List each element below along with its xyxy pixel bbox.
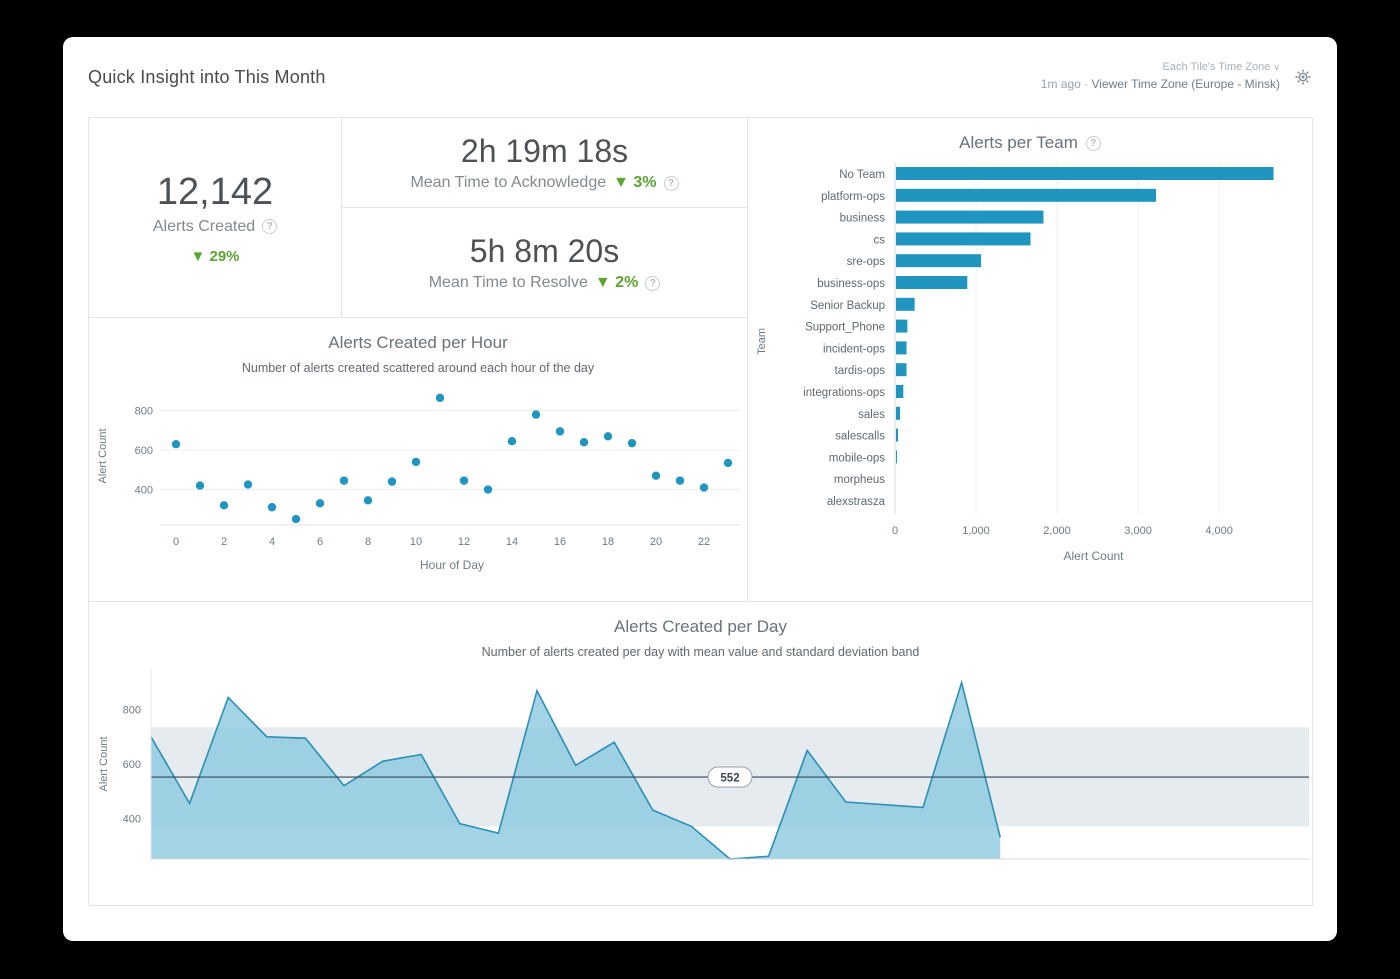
svg-text:platform-ops: platform-ops: [821, 191, 885, 203]
last-updated: 1m ago: [1040, 77, 1081, 92]
viewer-timezone: Viewer Time Zone (Europe - Minsk): [1091, 77, 1280, 92]
svg-text:400: 400: [122, 813, 140, 825]
alerts-created-value: 12,142: [156, 170, 274, 213]
timezone-status: 1m ago · Viewer Time Zone (Europe - Mins…: [1041, 76, 1280, 93]
alerts-per-team-tile: Alerts per Team ? 0 1,000 2,000 3,000 4,000 N…: [748, 118, 1313, 602]
tile-timezone-dropdown[interactable]: Each Tile's Time Zone ∨: [1041, 60, 1280, 76]
svg-text:sales: sales: [858, 409, 885, 421]
dashboard-header: Quick Insight into This Month Each Tile'…: [63, 37, 1337, 117]
svg-text:Support_Phone: Support_Phone: [805, 322, 885, 334]
svg-text:mobile-ops: mobile-ops: [829, 452, 885, 464]
tiles-grid: 12,142 Alerts Created ? ▼ 29% 2h 19m 18s…: [88, 117, 1313, 906]
svg-text:Alert Count: Alert Count: [98, 736, 110, 791]
svg-text:sre-ops: sre-ops: [847, 256, 886, 268]
svg-text:14: 14: [506, 536, 518, 548]
help-icon[interactable]: ?: [663, 175, 679, 191]
hour-chart-subtitle: Number of alerts created scattered aroun…: [241, 361, 595, 375]
mttr-tile: 5h 8m 20s Mean Time to Resolve ▼ 2% ?: [342, 208, 748, 318]
alerts-created-delta: ▼ 29%: [190, 247, 240, 265]
team-chart-title: Alerts per Team: [959, 133, 1078, 152]
svg-text:4: 4: [269, 536, 275, 548]
day-chart-subtitle: Number of alerts created per day with me…: [481, 645, 920, 659]
gear-icon[interactable]: [1294, 68, 1312, 86]
svg-text:6: 6: [317, 536, 323, 548]
svg-text:Hour of Day: Hour of Day: [420, 558, 484, 572]
svg-text:10: 10: [410, 536, 422, 548]
svg-text:8: 8: [365, 536, 371, 548]
svg-text:400: 400: [135, 485, 153, 497]
help-icon[interactable]: ?: [1085, 135, 1101, 151]
svg-text:18: 18: [602, 536, 614, 548]
help-icon[interactable]: ?: [645, 275, 661, 291]
svg-text:incident-ops: incident-ops: [823, 343, 885, 355]
mttr-delta: ▼ 2%: [594, 274, 639, 291]
mtta-value: 2h 19m 18s: [460, 133, 629, 169]
mtta-label: Mean Time to Acknowledge: [410, 174, 607, 191]
day-chart-title: Alerts Created per Day: [614, 617, 787, 636]
dashboard-card: Quick Insight into This Month Each Tile'…: [63, 37, 1337, 941]
mtta-delta: ▼ 3%: [613, 174, 657, 191]
svg-text:600: 600: [135, 445, 153, 457]
hour-chart-title: Alerts Created per Hour: [328, 333, 508, 352]
svg-text:business: business: [840, 213, 886, 225]
alerts-per-hour-tile: Alerts Created per Hour Number of alerts…: [89, 318, 748, 602]
svg-text:22: 22: [698, 536, 710, 548]
svg-text:cs: cs: [874, 234, 886, 246]
separator-dot: ·: [1084, 77, 1089, 92]
mttr-value: 5h 8m 20s: [469, 233, 620, 269]
svg-text:0: 0: [892, 525, 898, 537]
svg-text:Alert Count: Alert Count: [1063, 549, 1124, 563]
header-meta: Each Tile's Time Zone ∨ 1m ago · Viewer T…: [1041, 60, 1280, 93]
tile-timezone-label: Each Tile's Time Zone: [1162, 61, 1271, 74]
svg-text:Senior Backup: Senior Backup: [810, 300, 885, 312]
svg-text:552: 552: [720, 773, 739, 785]
svg-text:alexstrasza: alexstrasza: [827, 496, 886, 508]
svg-text:4,000: 4,000: [1205, 525, 1233, 537]
chevron-down-icon: ∨: [1273, 62, 1280, 73]
svg-text:20: 20: [650, 536, 662, 548]
help-icon[interactable]: ?: [262, 219, 278, 234]
svg-text:tardis-ops: tardis-ops: [835, 365, 886, 377]
svg-text:0: 0: [173, 536, 179, 548]
svg-text:Alert Count: Alert Count: [97, 428, 109, 483]
alerts-per-day-area-chart: 400 600 800 552 Alert Count: [98, 669, 1309, 860]
svg-text:1,000: 1,000: [962, 525, 990, 537]
svg-text:600: 600: [122, 759, 140, 771]
alerts-per-team-bar-chart: 0 1,000 2,000 3,000 4,000 No Team platform-ops…: [756, 162, 1274, 563]
svg-text:salescalls: salescalls: [835, 431, 885, 443]
alerts-created-tile: 12,142 Alerts Created ? ▼ 29%: [89, 118, 342, 318]
svg-text:morpheus: morpheus: [834, 474, 885, 486]
svg-text:800: 800: [135, 406, 153, 418]
mtta-tile: 2h 19m 18s Mean Time to Acknowledge ▼ 3%…: [342, 118, 748, 208]
svg-text:2: 2: [221, 536, 227, 548]
svg-text:12: 12: [458, 536, 470, 548]
alerts-per-hour-scatter-chart: 400 600 800 0 2 4 6 8 10 12 14 16 18 20 22 Hour of Day A…: [97, 393, 740, 572]
svg-text:Team: Team: [756, 328, 768, 355]
svg-text:16: 16: [554, 536, 566, 548]
svg-text:No Team: No Team: [839, 169, 885, 181]
alerts-created-label: Alerts Created: [152, 217, 256, 235]
svg-text:integrations-ops: integrations-ops: [803, 387, 885, 399]
page-title: Quick Insight into This Month: [88, 66, 326, 87]
svg-text:3,000: 3,000: [1124, 525, 1152, 537]
mttr-label: Mean Time to Resolve: [428, 274, 588, 291]
alerts-per-day-tile: Alerts Created per Day Number of alerts …: [89, 602, 1313, 906]
mtta-mttr-column: 2h 19m 18s Mean Time to Acknowledge ▼ 3%…: [342, 118, 748, 318]
svg-text:2,000: 2,000: [1043, 525, 1071, 537]
svg-text:800: 800: [122, 705, 140, 717]
svg-text:business-ops: business-ops: [817, 278, 885, 290]
